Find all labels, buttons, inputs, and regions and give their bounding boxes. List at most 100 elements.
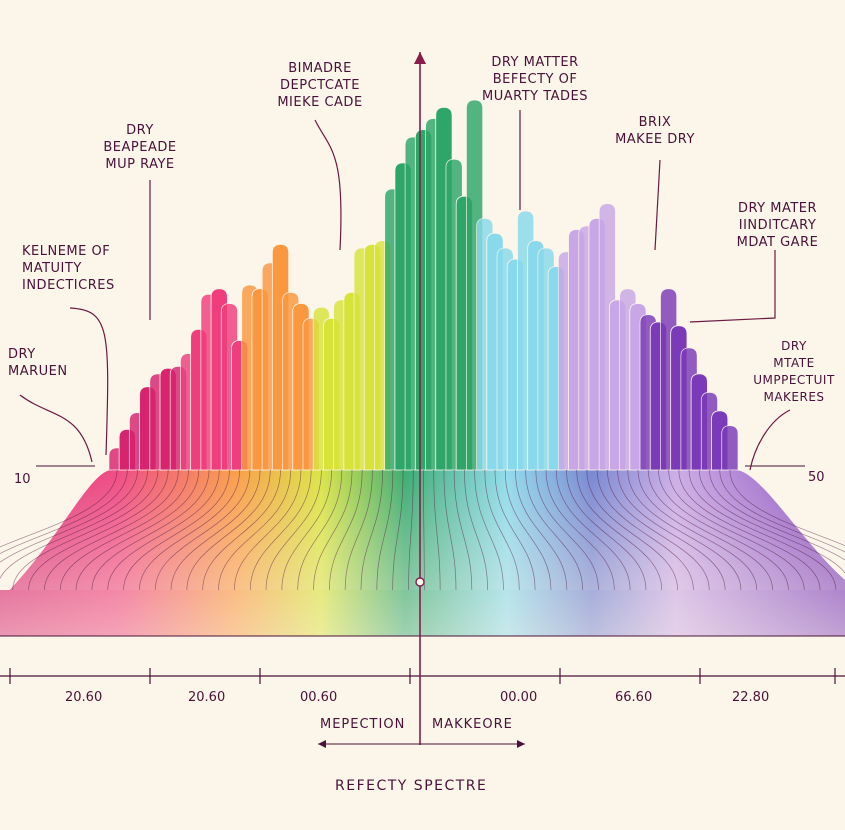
annotation-6-line-2: IINDITCARY — [738, 218, 817, 233]
annotation-1-leader — [314, 119, 342, 251]
annotation-5-line-2: MATUITY — [22, 261, 82, 276]
series-4-flow-2 — [281, 469, 332, 591]
annotation-2-line-2: BEFECTY OF — [492, 72, 578, 87]
annotation-8: DRY MTATE UMPPECTUIT MAKERES — [745, 338, 843, 406]
series-5-flow-7 — [453, 469, 473, 591]
series-8-bar-9 — [721, 425, 739, 471]
marker-range-arrow-right — [517, 740, 525, 748]
series-4-flow-4 — [313, 469, 353, 591]
series-8-flow-3 — [668, 469, 805, 591]
annotation-5-line-1: KELNEME OF — [22, 244, 111, 259]
annotation-8-line-1: DRY — [781, 339, 807, 353]
annotation-3: DRY BEAPEADE MUP RAYE — [80, 122, 200, 173]
series-6-flow-2 — [494, 469, 536, 591]
annotation-7-line-2: MARUEN — [8, 364, 68, 379]
series-8-flow-8 — [719, 469, 845, 553]
annotation-4-leader — [654, 159, 661, 251]
edge-label-left: 10 — [14, 472, 31, 487]
center-marker-arrow — [414, 52, 426, 64]
series-1-flow-7 — [44, 469, 179, 591]
series-7-flow-2 — [576, 469, 663, 591]
series-5-flow-2 — [392, 469, 404, 591]
series-6-flow-5 — [525, 469, 583, 591]
series-7-flow-6 — [617, 469, 726, 591]
annotation-2-line-3: MUARTY TADES — [481, 89, 589, 104]
annotation-8-line-2: MTATE — [773, 356, 815, 370]
series-4-flow-6 — [344, 469, 373, 591]
series-2-flow-5 — [123, 469, 230, 591]
tick-label-4: 00.00 — [500, 690, 538, 705]
series-7-flow-1 — [566, 469, 647, 591]
series-5-flow-3 — [408, 469, 414, 591]
tick-label-1: 20.60 — [65, 690, 103, 705]
series-7-flow-8 — [637, 469, 758, 591]
series-4-flow-5 — [328, 469, 363, 591]
center-marker-dot — [415, 577, 425, 587]
series-6-flow-4 — [515, 469, 568, 591]
series-6-flow-7 — [545, 469, 615, 591]
annotation-5: KELNEME OF MATUITY INDECTICRES — [22, 243, 152, 294]
series-6-flow-8 — [555, 469, 631, 591]
series-6-flow-1 — [484, 469, 520, 591]
series-2-flow-6 — [139, 469, 241, 591]
annotation-1-line-1: BIMADRE — [288, 61, 352, 76]
series-2-flow-1 — [59, 469, 189, 591]
chart-title: REFECTY SPECTRE — [335, 778, 488, 794]
series-3-flow-6 — [234, 469, 302, 591]
annotation-1: BIMADRE DEPCTCATE MIEKE CADE — [250, 60, 390, 111]
series-1-flow-6 — [28, 469, 169, 591]
series-6-flow-6 — [535, 469, 599, 591]
series-3-flow-1 — [154, 469, 251, 591]
series-2-flow-4 — [107, 469, 220, 591]
series-1-flow-1 — [0, 469, 118, 548]
series-7-flow-4 — [596, 469, 694, 591]
annotation-4-line-2: MAKEE DRY — [615, 132, 695, 147]
annotation-3-line-3: MUP RAYE — [105, 157, 175, 172]
tick-label-5: 66.60 — [615, 690, 653, 705]
annotation-4-line-1: BRIX — [638, 115, 672, 130]
series-5-flow-4 — [423, 469, 425, 591]
annotation-8-line-3: UMPPECTUIT — [753, 373, 835, 387]
series-3-flow-5 — [218, 469, 292, 591]
annotation-7-line-1: DRY — [8, 347, 36, 362]
annotation-1-line-3: MIEKE CADE — [277, 95, 363, 110]
series-5-flow-6 — [443, 469, 457, 591]
series-1-flow-2 — [0, 469, 128, 554]
marker-right-label: MAKKEORE — [432, 717, 513, 732]
tick-label-3: 00.60 — [300, 690, 338, 705]
series-8-flow-9 — [729, 469, 845, 547]
annotation-6-line-1: DRY MATER — [737, 201, 818, 216]
series-7-flow-5 — [606, 469, 710, 591]
tick-label-6: 22.80 — [732, 690, 770, 705]
series-3-flow-2 — [170, 469, 261, 591]
series-7-flow-7 — [627, 469, 742, 591]
series-6-flow-3 — [504, 469, 552, 591]
series-8-flow-7 — [709, 469, 845, 561]
series-5-flow-9 — [474, 469, 504, 591]
series-8-flow-5 — [688, 469, 837, 591]
series-8-flow-2 — [658, 469, 789, 591]
annotation-8-leader — [749, 409, 791, 471]
annotation-2: DRY MATTER BEFECTY OF MUARTY TADES — [455, 54, 615, 105]
series-1-flow-5 — [12, 469, 159, 591]
series-2-flow-3 — [91, 469, 210, 591]
series-4-flow-1 — [265, 469, 322, 591]
annotation-7-leader — [19, 394, 93, 463]
annotation-6: DRY MATER IINDITCARY MDAT GARE — [715, 200, 840, 251]
edge-label-right: 50 — [808, 470, 825, 485]
annotation-6-line-3: MDAT GARE — [736, 235, 819, 250]
annotation-5-leader — [69, 307, 109, 456]
series-4-flow-3 — [297, 469, 343, 591]
series-4-flow-7 — [360, 469, 383, 591]
annotation-3-line-1: DRY — [126, 123, 154, 138]
series-2-flow-2 — [75, 469, 200, 591]
annotation-8-line-4: MAKERES — [763, 390, 825, 404]
series-3-flow-7 — [249, 469, 312, 591]
annotation-6-leader — [689, 250, 776, 323]
series-5-flow-1 — [376, 469, 394, 591]
series-7-flow-3 — [586, 469, 678, 591]
tick-label-2: 20.60 — [188, 690, 226, 705]
series-5-flow-8 — [464, 469, 488, 591]
